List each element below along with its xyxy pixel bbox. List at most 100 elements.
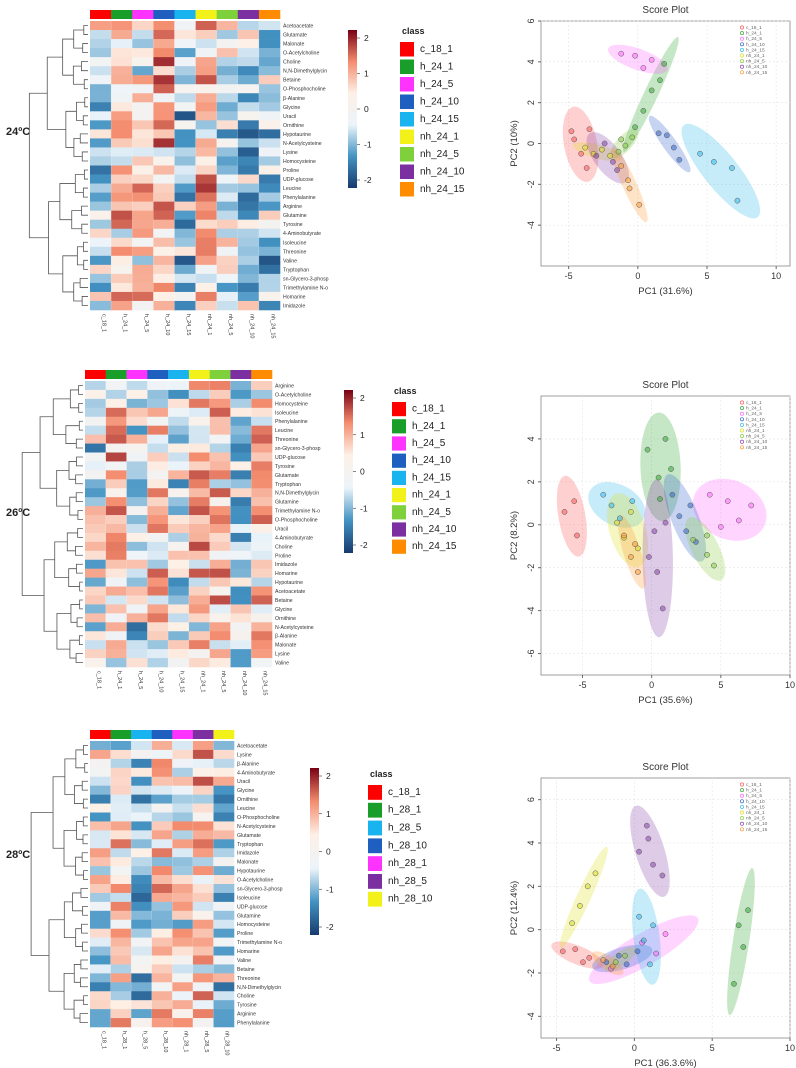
heatmap-cell: [258, 111, 281, 121]
row-label: O-Acetylcholine: [275, 392, 311, 398]
heatmap-cell: [111, 147, 133, 157]
heatmap-cell: [153, 210, 175, 220]
data-point-nh_24_10: [645, 835, 652, 842]
heatmap-cell: [131, 839, 153, 849]
heatmap-cell: [132, 174, 154, 184]
row-label: O-Acetylcholine: [237, 878, 273, 884]
column-label: h_24_1: [122, 314, 128, 332]
heatmap-cell: [131, 991, 153, 1001]
heatmap-cell: [209, 595, 231, 605]
heatmap-cell: [195, 183, 217, 193]
data-point-h_24_1: [662, 436, 669, 442]
heatmap-cell: [209, 506, 231, 516]
legend-entry: h_24_15: [412, 472, 451, 483]
heatmap-cell: [192, 973, 214, 983]
heatmap-cell: [172, 910, 194, 921]
data-point-nh_24_1: [592, 870, 599, 877]
heatmap-cell: [213, 982, 235, 992]
heatmap-cell: [237, 300, 260, 311]
dendrogram-branch: [48, 201, 63, 275]
heatmap-cell: [237, 192, 260, 202]
column-label: nh_28_10: [224, 1031, 230, 1055]
heatmap-cell: [216, 219, 239, 230]
heatmap-cell: [174, 75, 196, 85]
heatmap-cell: [131, 901, 153, 912]
dendrogram-branch: [77, 528, 83, 538]
column-label: h_28_5: [141, 1031, 147, 1049]
heatmap-cell: [147, 622, 169, 632]
heatmap-cell: [147, 488, 169, 498]
heatmap-cell: [188, 658, 210, 668]
heatmap-cell: [90, 66, 112, 76]
legend-swatch: [392, 505, 406, 520]
data-point-nh_24_5: [622, 952, 628, 959]
heatmap-cell: [90, 129, 112, 139]
data-point-nh_24_10: [646, 554, 652, 560]
data-point-h_24_5: [717, 524, 724, 530]
temperature-label: 26ºC: [6, 507, 30, 519]
heatmap-cell: [188, 532, 210, 543]
legend-entry: h_24_1: [746, 406, 762, 412]
data-point-h_24_15: [636, 913, 642, 920]
heatmap-cell: [213, 767, 235, 778]
heatmap-cell: [126, 541, 148, 552]
heatmap-cell: [147, 497, 169, 507]
heatmap-cell: [216, 138, 239, 148]
legend-entry: nh_24_15: [746, 70, 768, 76]
heatmap-cell: [105, 434, 127, 444]
heatmap-cell: [192, 839, 214, 849]
heatmap-cell: [85, 515, 107, 525]
heatmap-cell: [151, 937, 173, 947]
heatmap-cell: [209, 613, 231, 623]
data-point-h_24_10: [676, 156, 683, 163]
class-color-cell: [258, 10, 281, 19]
heatmap-cell: [195, 291, 217, 302]
heatmap-cell: [251, 488, 273, 498]
heatmap-cell: [168, 658, 190, 668]
heatmap-cell: [105, 524, 127, 534]
heatmap-cell: [195, 30, 217, 40]
heatmap-cell: [188, 640, 210, 650]
heatmap-panel-3: 28ºC Acetoacetate Lysine β-Alanine 4-Aminobu…: [6, 730, 433, 1055]
heatmap-cell: [168, 416, 190, 426]
heatmap-cell: [90, 758, 111, 769]
heatmap-cell: [230, 398, 252, 409]
heatmap-cell: [147, 434, 169, 444]
heatmap-cell: [174, 138, 196, 148]
confidence-ellipse-c_18_1: [562, 106, 599, 182]
row-label: Malonate: [237, 860, 258, 866]
heatmap-cell: [85, 506, 107, 516]
data-point-nh_24_10: [662, 519, 669, 526]
heatmap-cell: [111, 48, 133, 58]
heatmap-cell: [230, 568, 252, 578]
heatmap-cell: [195, 273, 217, 284]
heatmap-cell: [153, 111, 175, 121]
heatmap-cell: [110, 991, 132, 1001]
heatmap-cell: [132, 237, 154, 248]
row-label: Ornithine: [237, 797, 258, 803]
heatmap-cell: [168, 559, 190, 569]
heatmap-cell: [188, 595, 210, 605]
heatmap-cell: [90, 955, 111, 965]
heatmap-cell: [168, 524, 190, 534]
row-label: Tryptophan: [237, 842, 263, 848]
heatmap-cell: [195, 237, 217, 248]
heatmap-cell: [251, 461, 273, 471]
heatmap-cell: [168, 470, 190, 480]
heatmap-cell: [105, 550, 127, 561]
data-point-h_24_10: [687, 502, 694, 509]
heatmap-cell: [174, 291, 196, 302]
dendrogram-branch: [46, 56, 66, 130]
confidence-ellipse-h_24_15: [632, 888, 661, 985]
class-color-cell: [172, 730, 194, 739]
heatmap-cell: [110, 758, 132, 769]
heatmap-cell: [237, 165, 260, 175]
heatmap-cell: [132, 219, 154, 230]
colorbar: [348, 30, 357, 188]
legend-swatch: [400, 182, 414, 197]
heatmap-cell: [90, 183, 112, 193]
dendrogram-branch: [56, 612, 71, 650]
heatmap-cell: [147, 407, 169, 418]
dendrogram-branch: [66, 532, 78, 552]
dendrogram-branch: [79, 1013, 88, 1023]
